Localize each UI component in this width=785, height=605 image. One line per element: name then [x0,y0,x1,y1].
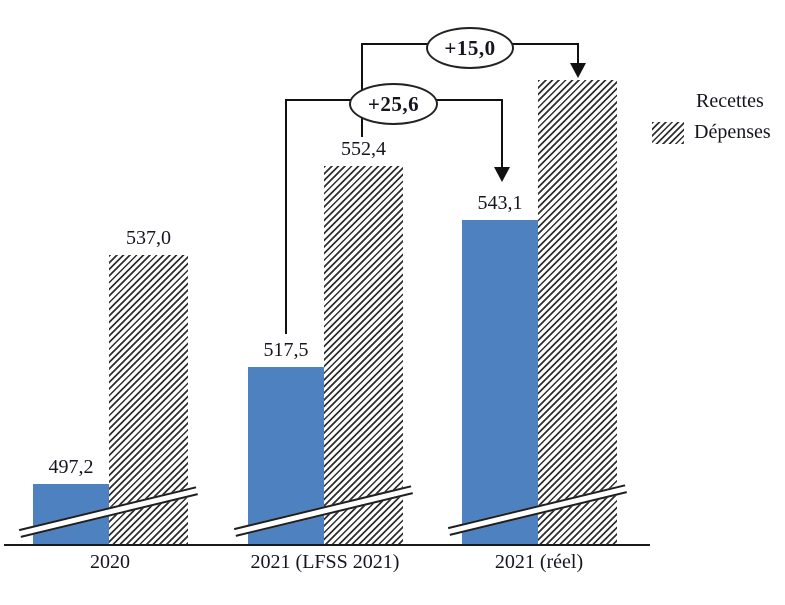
category-label-2021-lfss: 2021 (LFSS 2021) [250,551,400,573]
annotation-ellipse-plus-25: +25,6 [349,83,438,125]
annotation-15-right-drop-line [577,43,579,65]
value-label-recettes-1: 517,5 [263,339,309,362]
bar-depenses-2 [538,79,617,545]
annotation-label-plus-25: +25,6 [367,91,420,116]
category-label-2020: 2020 [90,551,130,573]
category-label-2021-reel: 2021 (réel) [494,551,584,573]
legend-label-recettes: Recettes [696,90,764,112]
value-label-depenses-1: 552,4 [341,138,386,161]
legend-item-depenses: Dépenses [652,121,771,144]
x-axis-line [4,544,650,546]
value-label-recettes-0: 497,2 [48,455,94,478]
recettes-swatch-icon [656,91,686,112]
legend-label-depenses: Dépenses [694,121,771,143]
annotation-25-arrowhead-icon [494,167,510,182]
value-label-recettes-2: 543,1 [477,191,523,214]
value-label-depenses-0: 537,0 [126,226,171,249]
legend: Recettes Dépenses [652,90,771,152]
bar-depenses-1 [324,166,403,545]
annotation-ellipse-plus-15: +15,0 [426,27,514,69]
depenses-hatch-swatch-icon [652,121,684,144]
annotation-label-plus-15: +15,0 [444,35,496,60]
annotation-25-left-drop-line [285,99,287,334]
bar-recettes-2 [462,219,538,545]
annotation-25-right-drop-line [501,99,503,168]
annotation-15-arrowhead-icon [570,63,586,78]
legend-item-recettes: Recettes [652,90,771,113]
